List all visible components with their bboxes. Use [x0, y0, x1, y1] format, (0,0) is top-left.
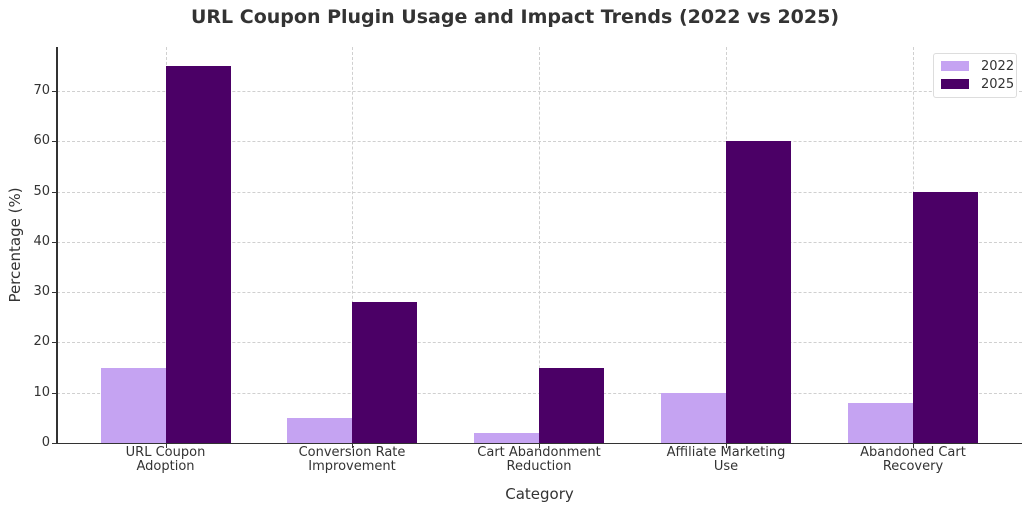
x-tick-mark [913, 444, 914, 448]
y-tick-mark [52, 141, 56, 143]
legend-label-2025: 2025 [981, 76, 1015, 92]
y-tick-label: 40 [33, 233, 50, 249]
y-tick-mark [52, 342, 56, 344]
y-tick-label: 70 [33, 82, 50, 98]
x-axis-line [56, 442, 1022, 444]
chart-title: URL Coupon Plugin Usage and Impact Trend… [190, 6, 840, 28]
y-tick-mark [52, 191, 56, 193]
x-tick-mark [539, 444, 540, 448]
y-tick-mark [52, 443, 56, 444]
legend-item-2022: 2022 [941, 58, 1014, 74]
legend: 2022 2025 [933, 53, 1017, 98]
bar-2022 [661, 392, 726, 443]
legend-swatch-2025 [941, 79, 969, 89]
x-tick-label: URL Coupon Adoption [125, 445, 206, 474]
y-axis-title: Percentage (%) [6, 187, 24, 303]
bar-2025 [539, 367, 604, 443]
legend-item-2025: 2025 [941, 76, 1014, 92]
x-tick-label: Cart Abandonment Reduction [477, 445, 601, 474]
bar-2022 [474, 432, 539, 443]
bar-2025 [913, 191, 978, 443]
legend-swatch-2022 [941, 61, 969, 71]
x-tick-label: Abandoned Cart Recovery [860, 445, 966, 474]
bar-2025 [165, 65, 231, 443]
y-tick-label: 20 [33, 334, 50, 350]
bar-2022 [287, 417, 352, 443]
v-gridline [539, 47, 540, 443]
x-tick-mark [165, 444, 167, 448]
y-tick-label: 60 [33, 133, 50, 149]
x-tick-label: Conversion Rate Improvement [298, 445, 406, 474]
x-tick-mark [352, 444, 353, 448]
bar-2025 [726, 141, 791, 443]
y-tick-label: 10 [33, 384, 50, 400]
x-tick-label: Affiliate Marketing Use [666, 445, 786, 474]
legend-label-2022: 2022 [981, 58, 1015, 74]
v-gridline [352, 47, 353, 443]
y-tick-mark [52, 90, 56, 92]
x-tick-mark [726, 444, 727, 448]
x-axis-title: Category [505, 485, 574, 503]
bar-2022 [848, 402, 913, 443]
bar-2025 [352, 302, 417, 443]
y-tick-mark [52, 392, 56, 394]
y-tick-label: 50 [33, 183, 50, 199]
y-axis-line [56, 47, 58, 444]
y-tick-mark [52, 292, 56, 294]
y-tick-mark [52, 241, 56, 243]
bar-2022 [100, 367, 166, 443]
y-tick-label: 0 [41, 435, 50, 450]
y-tick-label: 30 [33, 284, 50, 300]
